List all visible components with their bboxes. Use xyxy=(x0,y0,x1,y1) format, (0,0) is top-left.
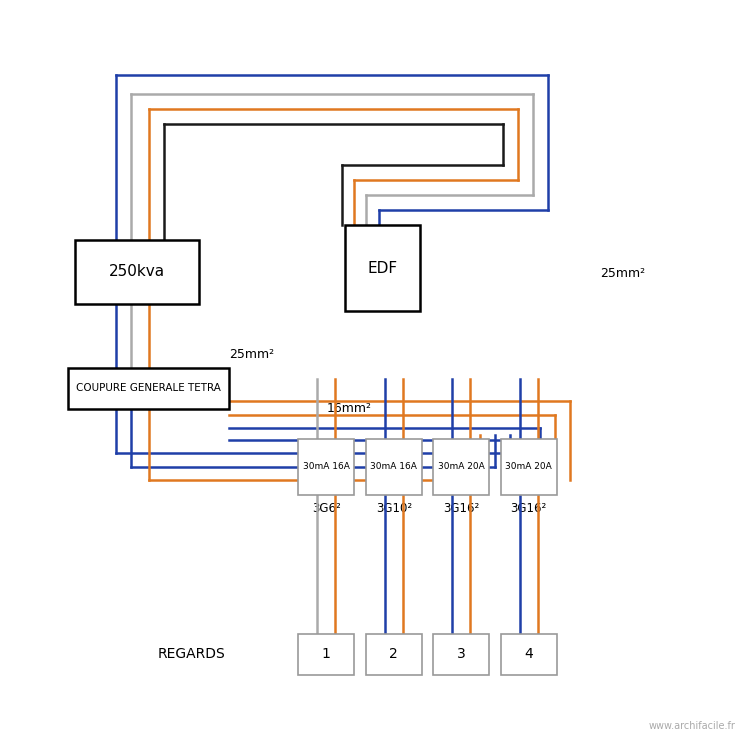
Text: 3G6²: 3G6² xyxy=(312,503,340,515)
Bar xyxy=(345,225,420,311)
Text: REGARDS: REGARDS xyxy=(158,647,225,662)
Text: 2: 2 xyxy=(389,647,398,662)
Text: 16mm²: 16mm² xyxy=(326,402,371,416)
Text: 30mA 16A: 30mA 16A xyxy=(303,462,350,472)
Bar xyxy=(366,439,422,495)
Bar xyxy=(298,634,354,675)
Bar xyxy=(433,439,489,495)
Text: 3G10²: 3G10² xyxy=(376,503,412,515)
Text: www.archifacile.fr: www.archifacile.fr xyxy=(648,722,735,731)
Text: 250kva: 250kva xyxy=(109,265,165,280)
Bar xyxy=(366,634,422,675)
Text: 25mm²: 25mm² xyxy=(229,348,274,361)
Text: 4: 4 xyxy=(524,647,533,662)
Bar xyxy=(75,240,199,304)
Bar xyxy=(501,439,556,495)
Bar xyxy=(433,634,489,675)
Bar xyxy=(501,634,556,675)
Bar xyxy=(68,368,229,409)
Text: 30mA 20A: 30mA 20A xyxy=(438,462,485,472)
Text: 30mA 20A: 30mA 20A xyxy=(506,462,552,472)
Text: 3G16²: 3G16² xyxy=(443,503,479,515)
Text: COUPURE GENERALE TETRA: COUPURE GENERALE TETRA xyxy=(76,383,220,393)
Bar xyxy=(298,439,354,495)
Text: EDF: EDF xyxy=(368,261,398,276)
Text: 3G16²: 3G16² xyxy=(511,503,547,515)
Text: 1: 1 xyxy=(322,647,331,662)
Text: 25mm²: 25mm² xyxy=(600,267,645,280)
Text: 30mA 16A: 30mA 16A xyxy=(370,462,417,472)
Text: 3: 3 xyxy=(457,647,466,662)
